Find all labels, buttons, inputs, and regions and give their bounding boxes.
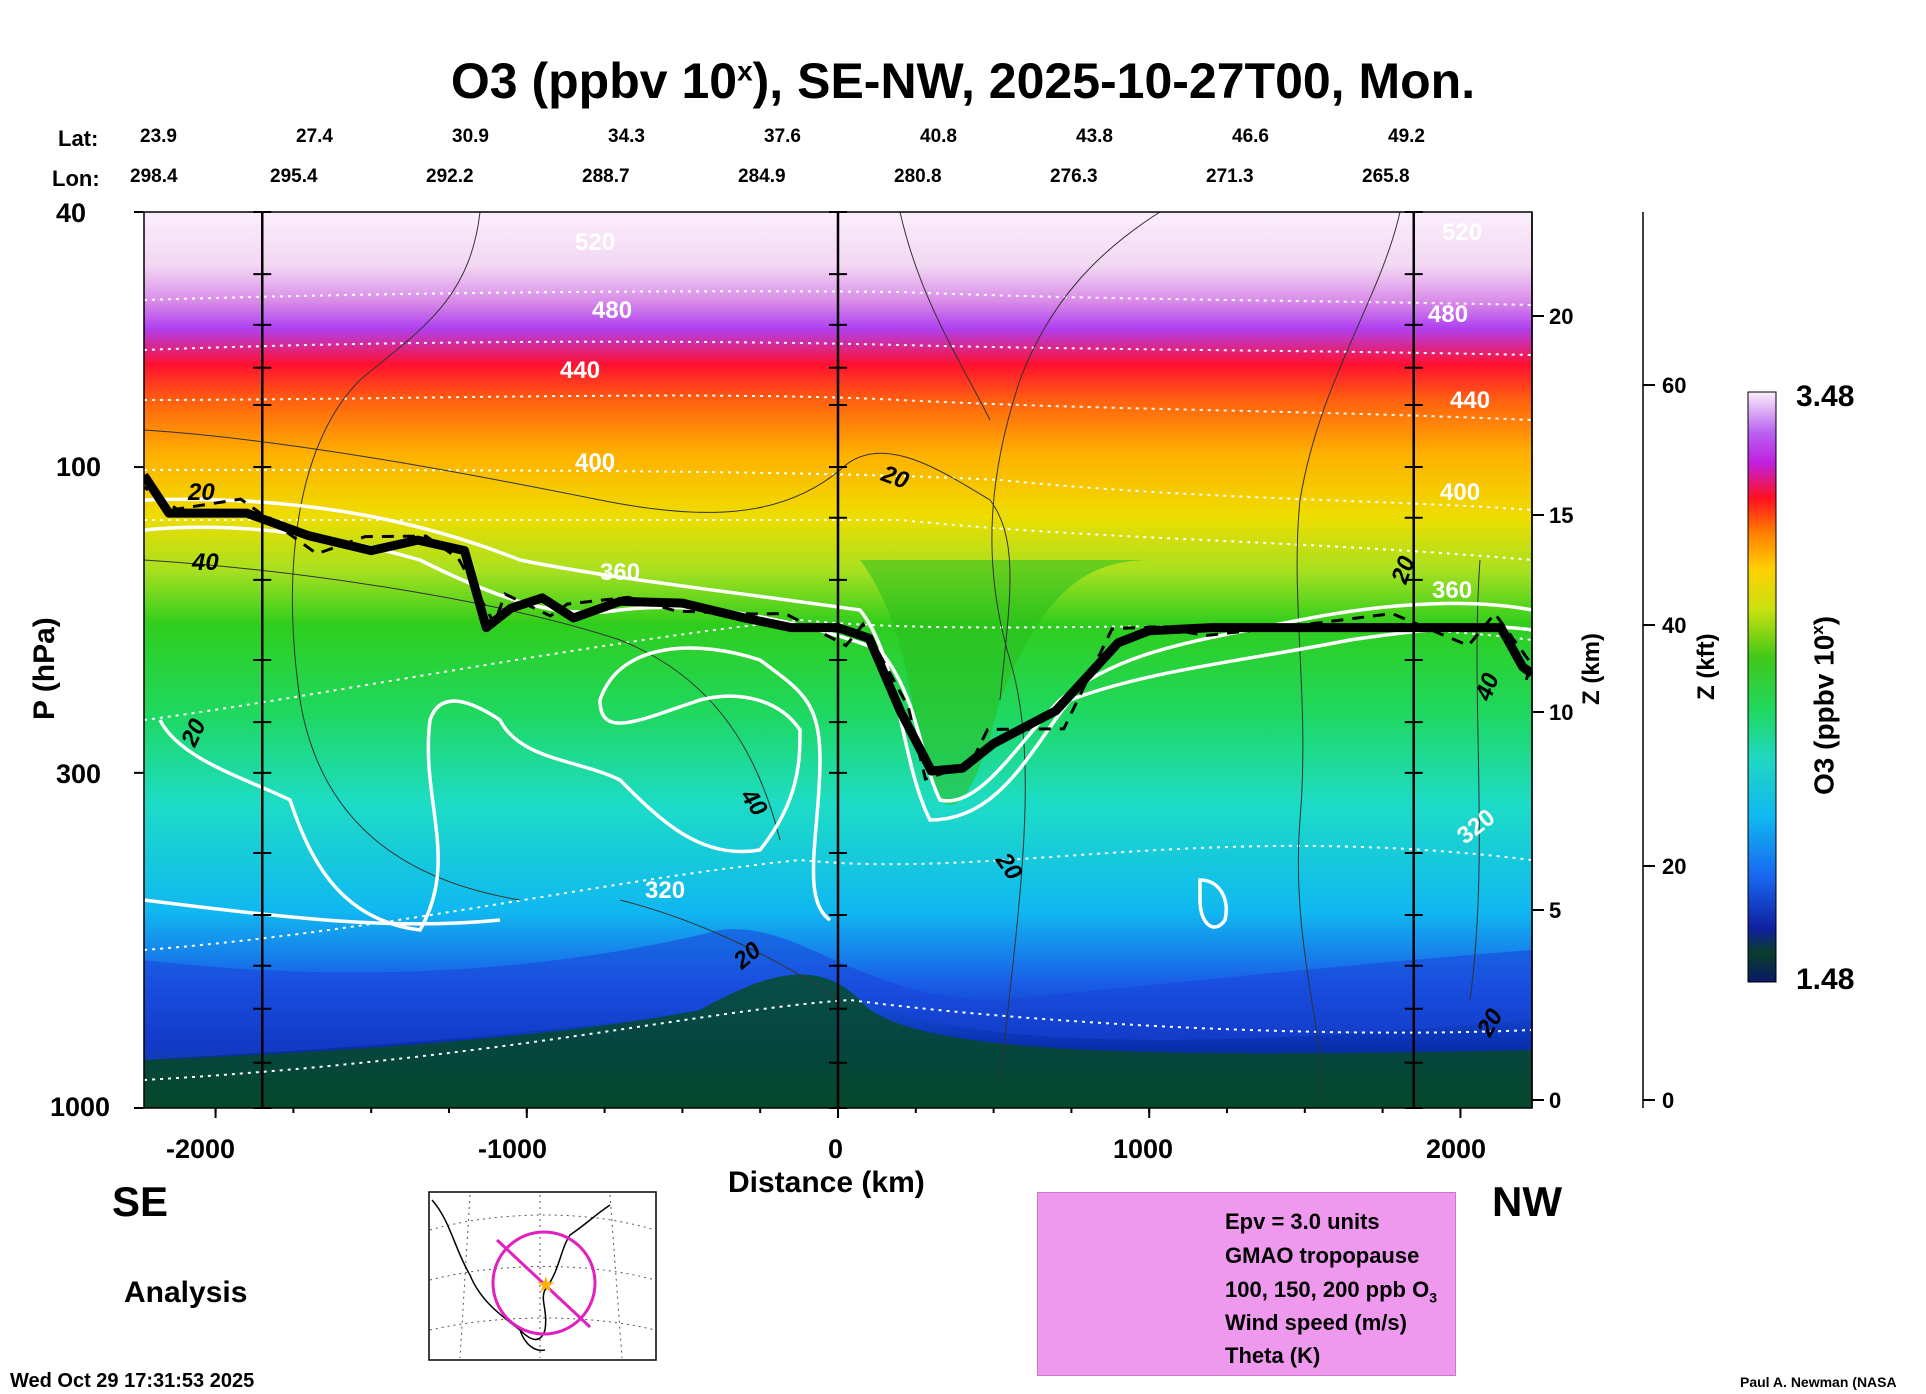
p-tick-1000: 1000	[50, 1092, 111, 1122]
credit: Paul A. Newman (NASA	[1740, 1374, 1897, 1390]
colorbar-title: O3 (ppbv 10x)	[1808, 615, 1840, 795]
theta-label-400-right: 400	[1440, 479, 1480, 506]
inset-map: ★	[428, 1191, 657, 1361]
zkm-tick-10: 10	[1549, 700, 1574, 725]
center-star-icon: ★	[536, 1272, 556, 1297]
lat-value: 46.6	[1232, 126, 1269, 147]
zkft-tick-20: 20	[1662, 854, 1687, 879]
lat-label: Lat:	[58, 126, 99, 151]
lon-value: 280.8	[894, 166, 942, 187]
axis-ticks	[134, 211, 1462, 1118]
analysis-label: Analysis	[124, 1276, 248, 1309]
lon-value: 292.2	[426, 166, 474, 187]
transect-line	[495, 1238, 592, 1329]
x-axis-title: Distance (km)	[728, 1166, 925, 1199]
chart-title: O3 (ppbv 10x), SE-NW, 2025-10-27T00, Mon…	[450, 53, 1476, 109]
x-tick-m1000: -1000	[478, 1134, 548, 1164]
lat-value: 43.8	[1076, 126, 1113, 147]
direction-se: SE	[112, 1178, 169, 1225]
intrusion-region	[860, 560, 1150, 806]
p-tick-100: 100	[56, 452, 102, 482]
zkft-tick-40: 40	[1662, 613, 1687, 638]
x-tick-2000: 2000	[1426, 1134, 1487, 1164]
map-circle	[491, 1230, 597, 1336]
direction-nw: NW	[1492, 1178, 1562, 1225]
x-tick-0: 0	[828, 1134, 844, 1164]
zkft-tick-60: 60	[1662, 373, 1687, 398]
theta-label-440: 440	[560, 357, 600, 384]
lon-value: 284.9	[738, 166, 786, 187]
p-axis-title: P (hPa)	[28, 617, 61, 720]
z-axis-ticks	[1532, 315, 1655, 1101]
lon-value: 288.7	[582, 166, 630, 187]
coastline	[431, 1199, 611, 1352]
legend-wind: Wind speed (m/s)	[1225, 1310, 1407, 1335]
lon-value: 265.8	[1362, 166, 1410, 187]
timestamp: Wed Oct 29 17:31:53 2025	[10, 1370, 255, 1392]
p-tick-40: 40	[56, 198, 87, 228]
lon-value: 295.4	[270, 166, 318, 187]
lat-value: 49.2	[1388, 126, 1425, 147]
x-tick-1000: 1000	[1113, 1134, 1174, 1164]
wind-label-40a: 40	[191, 549, 219, 576]
legend-box	[1037, 1192, 1456, 1376]
zkft-tick-0: 0	[1662, 1088, 1675, 1113]
lat-value: 40.8	[920, 126, 957, 147]
theta-label-400: 400	[575, 449, 615, 476]
theta-label-440-right: 440	[1450, 387, 1490, 414]
theta-label-480-right: 480	[1428, 301, 1468, 328]
zkm-tick-20: 20	[1549, 304, 1574, 329]
lat-value: 30.9	[452, 126, 489, 147]
legend-tropopause: GMAO tropopause	[1225, 1243, 1420, 1268]
lon-label: Lon:	[52, 166, 100, 191]
lon-value: 276.3	[1050, 166, 1098, 187]
theta-label-520: 520	[575, 229, 615, 256]
theta-label-360-right: 360	[1432, 577, 1472, 604]
wind-label-20a: 20	[187, 479, 215, 506]
theta-label-320: 320	[645, 877, 685, 904]
boundary-layer-band	[144, 929, 1532, 1060]
legend-theta: Theta (K)	[1225, 1343, 1321, 1368]
colorbar-min-label: 1.48	[1796, 963, 1855, 996]
lon-value: 271.3	[1206, 166, 1254, 187]
theta-label-520-right: 520	[1442, 219, 1482, 246]
theta-label-480: 480	[592, 297, 632, 324]
legend-epv: Epv = 3.0 units	[1225, 1209, 1380, 1234]
p-tick-300: 300	[56, 759, 102, 789]
z-kft-axis-title: Z (kft)	[1693, 633, 1720, 700]
lat-value: 37.6	[764, 126, 801, 147]
colorbar-max-label: 3.48	[1796, 380, 1855, 413]
lat-value: 27.4	[296, 126, 333, 147]
zkm-tick-15: 15	[1549, 503, 1574, 528]
colorbar	[1747, 391, 1777, 983]
x-tick-m2000: -2000	[166, 1134, 236, 1164]
lat-value: 23.9	[140, 126, 177, 147]
reference-lines	[253, 211, 1423, 1109]
z-km-axis-title: Z (km)	[1578, 633, 1605, 705]
lat-value: 34.3	[608, 126, 645, 147]
lon-value: 298.4	[130, 166, 178, 187]
wind-speed-contours	[144, 212, 1481, 1101]
theta-label-360: 360	[600, 559, 640, 586]
zkm-tick-5: 5	[1549, 898, 1562, 923]
zkm-tick-0: 0	[1549, 1088, 1562, 1113]
legend-o3: 100, 150, 200 ppb O3	[1225, 1277, 1438, 1306]
